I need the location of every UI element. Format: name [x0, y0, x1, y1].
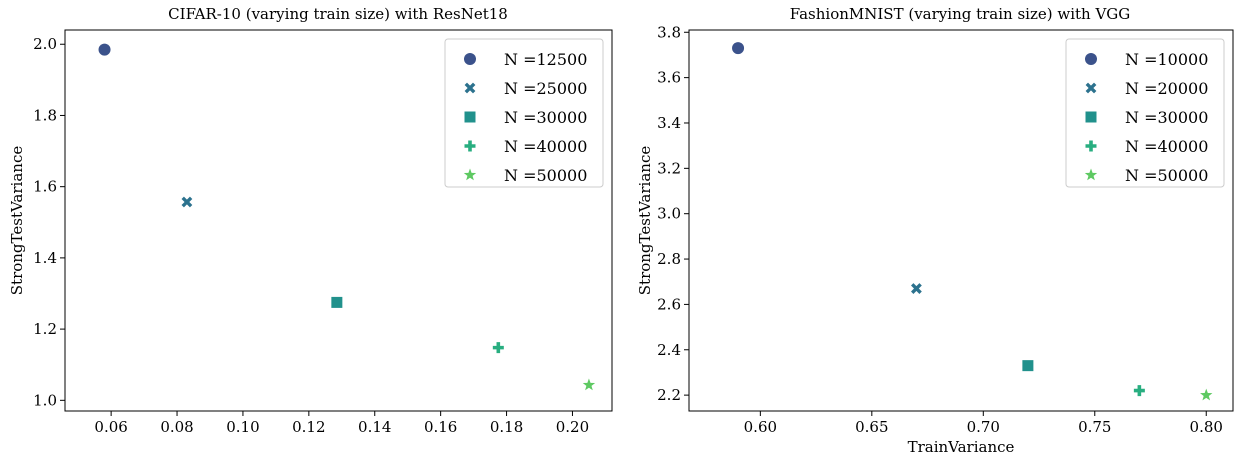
legend-item: N =30000 — [464, 108, 587, 127]
y-tick-label: 2.6 — [657, 295, 681, 313]
y-tick-label: 2.4 — [657, 341, 681, 359]
legend-label: N =30000 — [1125, 108, 1208, 127]
legend-label: N =25000 — [504, 79, 587, 98]
y-tick-label: 2.8 — [657, 250, 681, 268]
x-tick-label: 0.75 — [1078, 418, 1111, 436]
data-point-plus — [492, 342, 504, 354]
chart-panel-2: FashionMNIST (varying train size) with V… — [636, 5, 1234, 456]
data-point-circle — [732, 42, 745, 55]
y-tick-label: 1.6 — [33, 178, 57, 196]
x-tick-label: 0.18 — [490, 418, 523, 436]
y-tick-label: 2.0 — [33, 35, 57, 53]
x-tick-label: 0.65 — [855, 418, 888, 436]
y-axis-label: StrongTestVariance — [8, 146, 26, 296]
legend-item: N =10000 — [1085, 50, 1208, 69]
data-point-star — [582, 378, 596, 391]
legend-marker-plus — [1085, 140, 1097, 152]
legend-box — [1065, 38, 1225, 188]
legend-label: N =40000 — [504, 137, 587, 156]
data-point-x — [911, 283, 922, 294]
chart-title: CIFAR-10 (varying train size) with ResNe… — [168, 5, 508, 23]
y-tick-label: 1.4 — [33, 249, 57, 267]
legend-item: N =30000 — [1085, 108, 1208, 127]
data-point-plus — [1133, 385, 1145, 397]
legend: N =12500 N =25000 N =30000 N =40000 N =50000 — [444, 38, 604, 188]
legend-label: N =10000 — [1125, 50, 1208, 69]
legend-marker-star — [463, 168, 477, 181]
data-point-square — [1022, 360, 1034, 372]
legend: N =10000 N =20000 N =30000 N =40000 N =50000 — [1065, 38, 1225, 188]
x-tick-label: 0.70 — [967, 418, 1000, 436]
y-tick-label: 1.0 — [33, 391, 57, 409]
legend-item: N =20000 — [1085, 79, 1208, 98]
x-tick-label: 0.10 — [226, 418, 259, 436]
x-tick-label: 0.80 — [1190, 418, 1223, 436]
legend-marker-x — [464, 82, 476, 94]
x-tick-label: 0.08 — [160, 418, 193, 436]
legend-label: N =12500 — [504, 50, 587, 69]
x-tick-label: 0.06 — [94, 418, 127, 436]
legend-item: N =12500 — [464, 50, 587, 69]
x-axis-label: TrainVariance — [908, 438, 1015, 456]
legend-label: N =40000 — [1125, 137, 1208, 156]
y-tick-label: 3.4 — [657, 114, 681, 132]
y-tick-label: 3.8 — [657, 23, 681, 41]
x-tick-label: 0.14 — [358, 418, 391, 436]
legend-item: N =50000 — [1084, 166, 1208, 185]
y-axis-label: StrongTestVariance — [636, 146, 654, 296]
legend-marker-plus — [464, 140, 476, 152]
data-point-star — [1200, 388, 1213, 401]
y-tick-label: 1.2 — [33, 320, 57, 338]
x-tick-label: 0.20 — [556, 418, 589, 436]
legend-label: N =50000 — [504, 166, 587, 185]
data-point-x — [181, 196, 193, 208]
y-tick-label: 3.0 — [657, 205, 681, 223]
legend-marker-star — [1084, 168, 1098, 181]
x-tick-label: 0.60 — [744, 418, 777, 436]
plot-area-frame — [688, 29, 1234, 412]
chart-title: FashionMNIST (varying train size) with V… — [790, 5, 1131, 23]
y-tick-label: 2.2 — [657, 386, 681, 404]
data-point-circle — [98, 43, 111, 56]
y-tick-label: 3.6 — [657, 69, 681, 87]
legend-marker-x — [1085, 82, 1097, 94]
legend-marker-square — [1085, 111, 1097, 123]
legend-item: N =40000 — [1085, 137, 1208, 156]
legend-label: N =20000 — [1125, 79, 1208, 98]
legend-label: N =50000 — [1125, 166, 1208, 185]
x-tick-label: 0.12 — [292, 418, 325, 436]
legend-box — [444, 38, 604, 188]
plot-area-frame — [64, 29, 613, 412]
legend-marker-circle — [464, 53, 476, 65]
y-tick-label: 1.8 — [33, 106, 57, 124]
data-point-square — [331, 296, 343, 308]
legend-item: N =40000 — [464, 137, 587, 156]
legend-item: N =25000 — [464, 79, 587, 98]
y-tick-label: 3.2 — [657, 159, 681, 177]
legend-marker-square — [464, 111, 476, 123]
x-tick-label: 0.16 — [424, 418, 457, 436]
chart-panel-1: CIFAR-10 (varying train size) with ResNe… — [8, 5, 613, 436]
legend-label: N =30000 — [504, 108, 587, 127]
legend-item: N =50000 — [463, 166, 587, 185]
legend-marker-circle — [1085, 53, 1097, 65]
